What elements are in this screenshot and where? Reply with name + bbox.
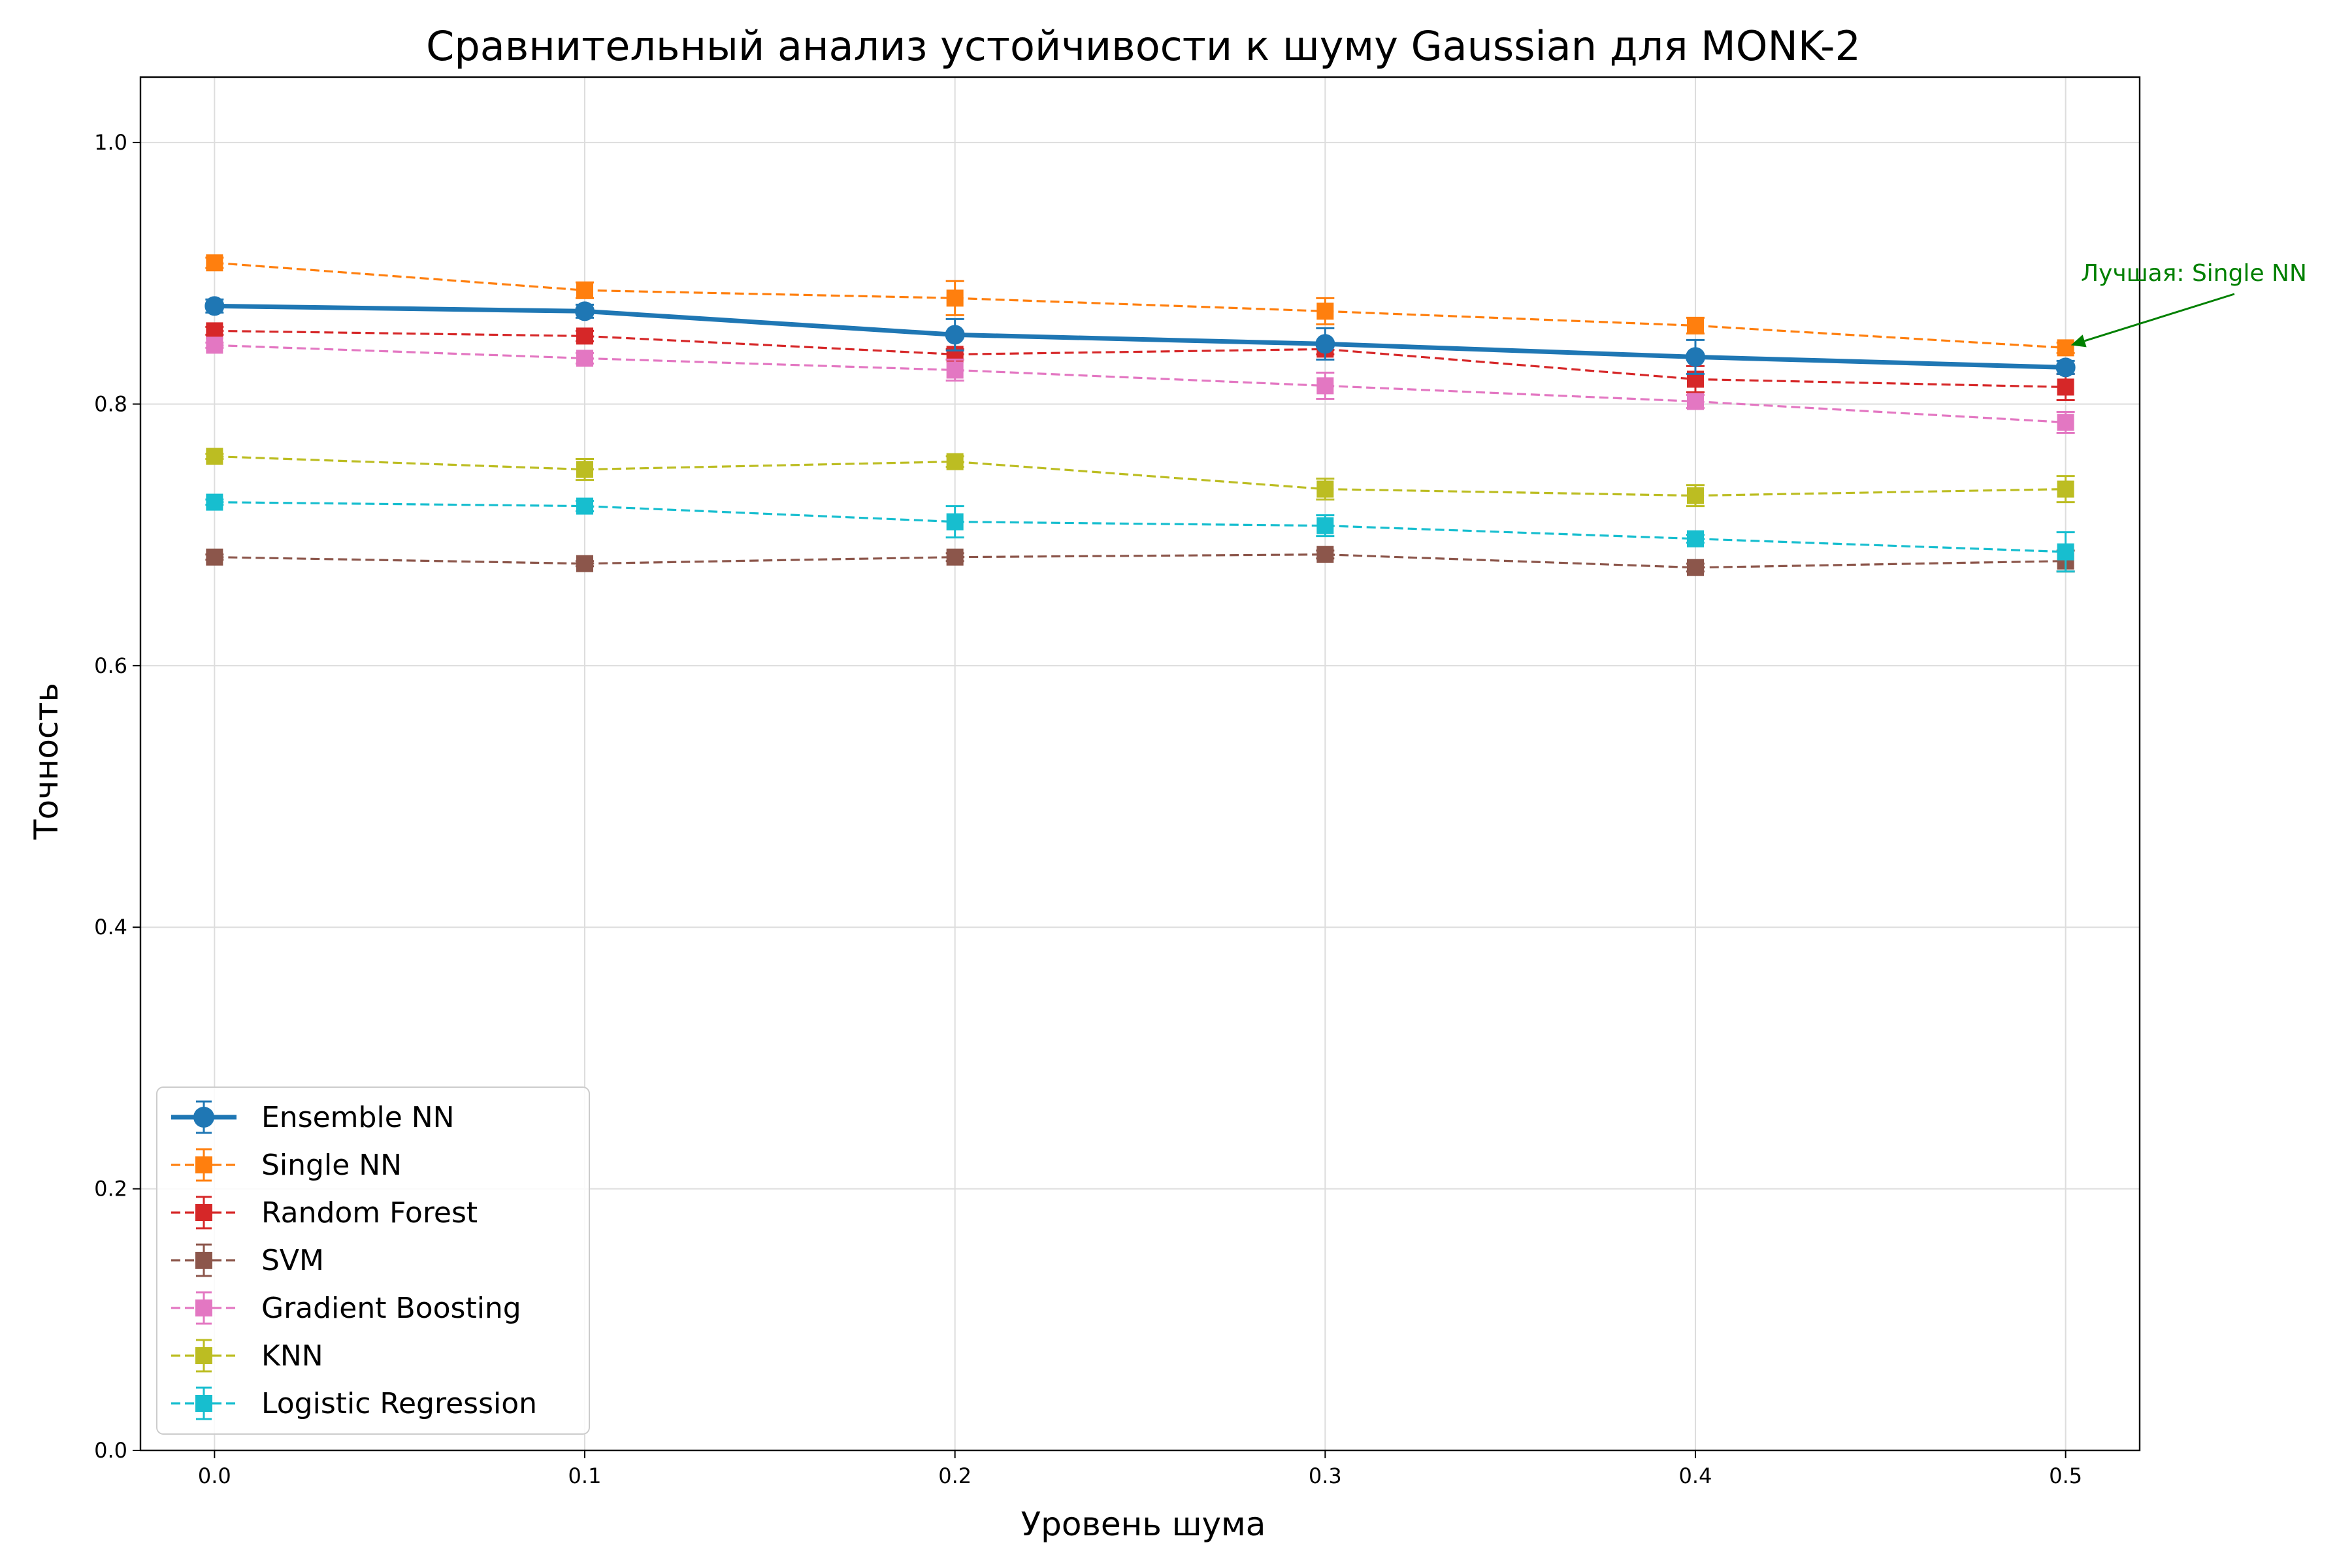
data-point bbox=[2057, 543, 2074, 561]
legend-marker bbox=[195, 1204, 212, 1221]
data-point bbox=[1316, 480, 1334, 498]
series-line-ensemble-nn bbox=[214, 303, 2066, 370]
series-knn bbox=[205, 448, 2075, 508]
x-axis-title: Уровень шума bbox=[1021, 1505, 1266, 1543]
data-point bbox=[1687, 559, 1704, 576]
series-line-logistic-regression bbox=[214, 501, 2066, 553]
legend-marker bbox=[195, 1156, 212, 1173]
series-line-knn bbox=[214, 455, 2066, 497]
data-point bbox=[206, 493, 223, 511]
legend-marker bbox=[195, 1299, 212, 1316]
data-point bbox=[206, 322, 223, 340]
data-point bbox=[2055, 357, 2076, 378]
series-ensemble-nn bbox=[204, 296, 2076, 378]
series-line-svm bbox=[214, 553, 2066, 569]
data-point bbox=[1316, 302, 1334, 320]
data-point bbox=[1687, 317, 1704, 335]
data-point bbox=[1687, 393, 1704, 410]
legend-item-single-nn: Single NN bbox=[171, 1148, 402, 1182]
y-tick-label: 0.2 bbox=[94, 1177, 127, 1201]
legend-item-random-forest: Random Forest bbox=[171, 1196, 478, 1230]
data-point bbox=[1316, 546, 1334, 563]
legend-label: Logistic Regression bbox=[261, 1387, 537, 1420]
chart-title: Сравнительный анализ устойчивости к шуму… bbox=[426, 22, 1861, 70]
data-point bbox=[576, 282, 593, 299]
legend-marker bbox=[195, 1395, 212, 1412]
legend-label: Ensemble NN bbox=[261, 1101, 455, 1134]
data-point bbox=[576, 497, 593, 515]
data-point bbox=[946, 453, 964, 470]
data-point bbox=[1316, 517, 1334, 534]
data-point bbox=[2057, 378, 2074, 396]
data-point bbox=[204, 296, 225, 316]
data-point bbox=[2057, 339, 2074, 357]
legend-label: KNN bbox=[261, 1339, 323, 1373]
legend: Ensemble NN Single NN Random Forest SVM Grad… bbox=[156, 1086, 590, 1435]
data-point bbox=[576, 350, 593, 367]
data-point bbox=[1316, 377, 1334, 395]
data-point bbox=[946, 548, 964, 566]
y-tick-label: 0.0 bbox=[94, 1438, 127, 1463]
data-point bbox=[2057, 414, 2074, 431]
legend-item-logistic-regression: Logistic Regression bbox=[171, 1386, 537, 1420]
x-tick-label: 0.4 bbox=[1679, 1463, 1712, 1488]
plot-frame bbox=[139, 76, 2141, 1452]
x-tick-label: 0.1 bbox=[568, 1463, 602, 1488]
data-point bbox=[946, 361, 964, 379]
legend-item-svm: SVM bbox=[171, 1243, 324, 1277]
ticks-layer: 0.0 0.1 0.2 0.3 0.4 0.5 0.0 0.2 0.4 0.6 0.8 1.0 bbox=[94, 130, 2082, 1488]
legend-label: Gradient Boosting bbox=[261, 1292, 521, 1325]
data-point bbox=[206, 448, 223, 465]
data-point bbox=[1687, 530, 1704, 547]
legend-marker bbox=[195, 1252, 212, 1269]
data-point bbox=[1687, 487, 1704, 504]
legend-box bbox=[156, 1086, 590, 1435]
annotation-arrow bbox=[2084, 293, 2235, 342]
legend-item-ensemble-nn: Ensemble NN bbox=[171, 1100, 455, 1134]
series-line-random-forest bbox=[214, 329, 2066, 389]
legend-label: Single NN bbox=[261, 1149, 402, 1182]
legend-marker bbox=[193, 1107, 214, 1128]
data-point bbox=[576, 461, 593, 478]
data-point bbox=[1315, 334, 1335, 354]
annotation-arrow-head bbox=[2070, 335, 2087, 348]
data-point bbox=[206, 548, 223, 566]
annotation-text: Лучшая: Single NN bbox=[2081, 260, 2307, 287]
legend-item-knn: KNN bbox=[171, 1339, 323, 1373]
annotation-layer: Лучшая: Single NN bbox=[2070, 260, 2307, 348]
y-tick-label: 0.4 bbox=[94, 915, 127, 939]
data-point bbox=[945, 325, 965, 345]
legend-label: SVM bbox=[261, 1244, 324, 1277]
data-point bbox=[2057, 480, 2074, 498]
series-layer bbox=[204, 254, 2076, 576]
y-tick-label: 0.6 bbox=[94, 653, 127, 678]
x-tick-label: 0.3 bbox=[1309, 1463, 1342, 1488]
series-line-single-nn bbox=[214, 261, 2066, 349]
series-single-nn bbox=[205, 254, 2075, 357]
x-tick-label: 0.0 bbox=[198, 1463, 231, 1488]
data-point bbox=[946, 289, 964, 307]
x-tick-label: 0.5 bbox=[2049, 1463, 2082, 1488]
y-axis-title: Точность bbox=[27, 683, 65, 840]
y-tick-label: 0.8 bbox=[94, 391, 127, 416]
data-point bbox=[575, 301, 595, 321]
data-point bbox=[576, 327, 593, 345]
series-gradient-boosting bbox=[205, 336, 2075, 434]
data-point bbox=[1686, 347, 1705, 367]
x-tick-label: 0.2 bbox=[938, 1463, 972, 1488]
data-point bbox=[206, 336, 223, 354]
data-point bbox=[576, 555, 593, 572]
series-logistic-regression bbox=[205, 493, 2075, 573]
data-point bbox=[946, 513, 964, 531]
data-point bbox=[206, 254, 223, 272]
legend-item-gradient-boosting: Gradient Boosting bbox=[171, 1291, 521, 1325]
legend-label: Random Forest bbox=[261, 1196, 478, 1230]
y-tick-label: 1.0 bbox=[94, 130, 127, 155]
legend-marker bbox=[195, 1347, 212, 1364]
series-line-gradient-boosting bbox=[214, 344, 2066, 424]
